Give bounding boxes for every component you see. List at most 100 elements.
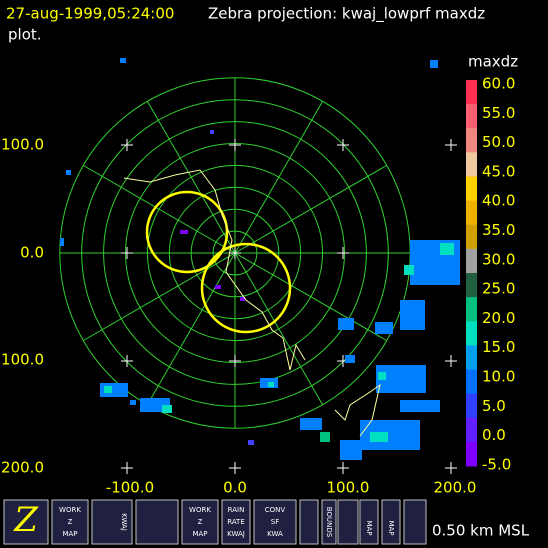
echo-cell (300, 418, 322, 430)
echo-cell (120, 58, 126, 63)
echo-cell (378, 372, 386, 380)
button-label: Z (68, 518, 73, 526)
colorbar-label: 40.0 (482, 192, 515, 210)
icon-button[interactable] (299, 499, 319, 545)
colorbar-label: 55.0 (482, 104, 515, 122)
radar-plot (59, 77, 457, 474)
button-label: WORK (189, 506, 211, 514)
altitude: 0.50 km MSL (432, 522, 530, 540)
colorbar-title: maxdz (468, 53, 518, 71)
echo-cell (338, 318, 354, 330)
work-map-button[interactable] (181, 499, 219, 545)
echo-cell (240, 297, 245, 301)
echo-cell (320, 432, 330, 442)
button-label: KWA (267, 530, 283, 538)
colorbar-segment (466, 248, 477, 274)
azimuth-line (83, 165, 236, 254)
azimuth-line (234, 101, 323, 254)
colorbar-segment (466, 224, 477, 250)
rain-rate-button[interactable] (221, 499, 251, 545)
echo-cell (248, 440, 254, 445)
title: Zebra projection: kwaj_lowprf maxdz (208, 5, 485, 24)
radar-button[interactable] (135, 499, 179, 545)
yellow-ring (200, 242, 292, 334)
z-button[interactable] (3, 499, 49, 545)
conv-button[interactable] (253, 499, 297, 545)
colorbar-label: 25.0 (482, 280, 515, 298)
colorbar-label: 30.0 (482, 250, 515, 268)
button-label: KWAJ (227, 530, 245, 538)
radar-echoes (60, 58, 460, 460)
colorbar-segment (466, 128, 477, 153)
button-label: MAP (387, 520, 395, 535)
button-label: MAP (365, 520, 373, 535)
button-label: RAIN (228, 506, 245, 514)
y-axis-label: 100.0 (1, 136, 44, 154)
echo-cell (440, 243, 454, 255)
x-axis-label: -100.0 (106, 479, 154, 497)
axis-labels: -100.0 0.0 100.0 200.0 100.0 0.0 100.0 200.0 (1, 136, 476, 497)
colorbar-segment (466, 297, 477, 322)
x-axis-label: 100.0 (327, 479, 370, 497)
y-axis-label: 100.0 (1, 351, 44, 369)
echo-cell (345, 355, 355, 363)
colorbar-label: 35.0 (482, 221, 515, 239)
toolbar: Z WORK Z MAP KWAJ WORK Z MAP RAIN RATE KWAJ CONV SF K… (3, 499, 427, 545)
title-cont: plot. (8, 26, 42, 44)
echo-cell (404, 265, 414, 275)
overlay-button[interactable] (403, 499, 427, 545)
button-label: MAP (62, 530, 77, 538)
button-label: MAP (192, 530, 207, 538)
colorbar-label: 20.0 (482, 309, 515, 327)
colorbar-segment (466, 417, 477, 443)
echo-cell (130, 400, 136, 405)
colorbar: 60.0 55.0 50.0 45.0 40.0 35.0 30.0 25.0 20.0 15.0… (466, 75, 515, 473)
colorbar-segment (466, 369, 477, 395)
colorbar-segment (466, 393, 477, 419)
button-label: WORK (59, 506, 81, 514)
colorbar-segment (466, 200, 477, 226)
button-label: KWAJ (120, 513, 128, 531)
echo-cell (180, 230, 188, 234)
coastline (334, 383, 381, 437)
x-axis-label: 0.0 (223, 479, 247, 497)
colorbar-segment (466, 152, 477, 177)
button-label: CONV (265, 506, 286, 514)
colorbar-segment (466, 321, 477, 346)
colorbar-label: -5.0 (482, 455, 511, 473)
map-button[interactable] (381, 499, 401, 545)
echo-cell (430, 60, 438, 68)
time: 27-aug-1999,05:24:00 (6, 5, 174, 23)
kwaj-map-button[interactable] (91, 499, 133, 545)
azimuth-line (147, 252, 236, 405)
azimuth-line (234, 252, 387, 341)
colorbar-label: 15.0 (482, 338, 515, 356)
echo-cell (268, 382, 274, 387)
colorbar-label: 50.0 (482, 133, 515, 151)
x-axis-label: 200.0 (434, 479, 477, 497)
bounds-button[interactable] (321, 499, 337, 545)
button-label: BOUNDS (325, 507, 333, 538)
echo-cell (370, 432, 388, 442)
colorbar-segment (466, 441, 477, 467)
yellow-ring (145, 190, 229, 274)
echo-cell (60, 238, 64, 246)
colorbar-label: 45.0 (482, 162, 515, 180)
echo-cell (210, 130, 214, 134)
colorbar-label: 0.0 (482, 426, 506, 444)
y-axis-label: 200.0 (1, 459, 44, 477)
work-map-button[interactable] (51, 499, 89, 545)
colorbar-label: 5.0 (482, 397, 506, 415)
map-button[interactable] (359, 499, 379, 545)
colorbar-segment (466, 273, 477, 298)
colorbar-label: 10.0 (482, 368, 515, 386)
azimuth-line (234, 252, 323, 405)
button-label: SF (271, 518, 279, 526)
echo-cell (340, 440, 362, 460)
coastline (123, 169, 306, 371)
azimuth-line (83, 252, 236, 341)
grid-button[interactable] (337, 499, 359, 545)
z-icon: Z (13, 500, 39, 540)
colorbar-segment (466, 80, 477, 105)
